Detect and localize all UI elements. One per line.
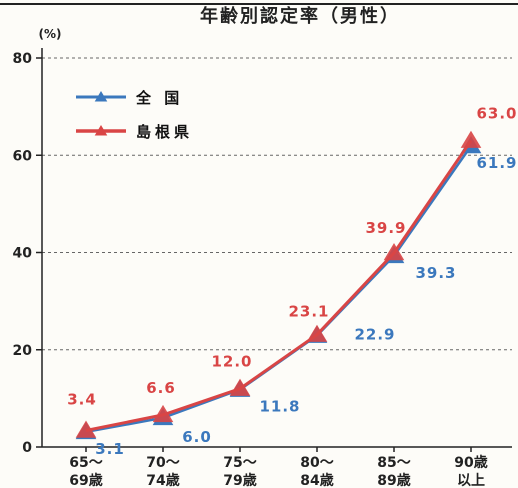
data-labels: 3.1 6.0 11.8 22.9 39.3 61.9 3.4 6.6 12.0 23.1 39.9… bbox=[67, 105, 517, 458]
legend-label-1: 島根県 bbox=[136, 123, 193, 141]
x-tick-label-3-1: 84歳 bbox=[300, 472, 333, 488]
x-tick-label-3-0: 80〜 bbox=[300, 455, 333, 471]
x-tick-label-4-1: 89歳 bbox=[377, 472, 410, 488]
data-label-national-2: 11.8 bbox=[259, 398, 300, 416]
series-1-point-3 bbox=[306, 324, 328, 342]
x-tick-label-2-1: 79歳 bbox=[223, 472, 256, 488]
y-tick-labels: 0 20 40 60 80 bbox=[13, 51, 33, 456]
x-tick-label-0-1: 69歳 bbox=[69, 472, 102, 488]
series-1-point-0 bbox=[75, 420, 97, 438]
series-1-point-2 bbox=[229, 378, 251, 396]
data-label-shimane-4: 39.9 bbox=[365, 219, 406, 237]
data-label-national-4: 39.3 bbox=[415, 264, 456, 282]
series-line-1 bbox=[85, 139, 473, 432]
data-label-shimane-2: 12.0 bbox=[211, 353, 252, 371]
x-tick-label-0-0: 65〜 bbox=[69, 455, 102, 471]
series-1-point-5 bbox=[460, 130, 482, 148]
x-tick-label-5-1: 以上 bbox=[457, 473, 485, 488]
axes bbox=[36, 48, 512, 452]
series-1-point-4 bbox=[383, 243, 405, 261]
data-label-national-0: 3.1 bbox=[95, 440, 125, 458]
x-tick-label-5-0: 90歳 bbox=[454, 454, 487, 471]
grid bbox=[42, 57, 512, 351]
data-label-shimane-5: 63.0 bbox=[476, 105, 517, 123]
data-label-national-1: 6.0 bbox=[182, 428, 212, 446]
y-tick-label-40: 40 bbox=[13, 246, 33, 262]
data-label-shimane-1: 6.6 bbox=[146, 379, 176, 397]
x-tick-label-1-0: 70〜 bbox=[146, 455, 179, 471]
y-tick-label-20: 20 bbox=[13, 343, 33, 359]
y-tick-label-60: 60 bbox=[13, 148, 33, 164]
y-tick-label-80: 80 bbox=[13, 51, 33, 67]
x-tick-label-1-1: 74歳 bbox=[146, 472, 179, 488]
series-1-point-1 bbox=[152, 404, 174, 423]
legend-label-0: 全 国 bbox=[135, 89, 183, 107]
series-lines bbox=[75, 130, 482, 440]
data-label-shimane-3: 23.1 bbox=[288, 303, 329, 321]
x-tick-label-2-0: 75〜 bbox=[223, 455, 256, 471]
data-label-national-5: 61.9 bbox=[476, 154, 517, 172]
legend-marker-1 bbox=[94, 125, 108, 136]
x-tick-label-4-0: 85〜 bbox=[377, 455, 410, 471]
data-label-shimane-0: 3.4 bbox=[67, 390, 97, 408]
chart-title: 年齢別認定率（男性） bbox=[200, 5, 400, 27]
y-axis-unit: (%) bbox=[39, 27, 62, 41]
series-line-0 bbox=[85, 145, 473, 434]
data-label-national-3: 22.9 bbox=[354, 326, 395, 344]
legend-marker-0 bbox=[94, 91, 108, 102]
y-tick-label-0: 0 bbox=[22, 440, 32, 456]
